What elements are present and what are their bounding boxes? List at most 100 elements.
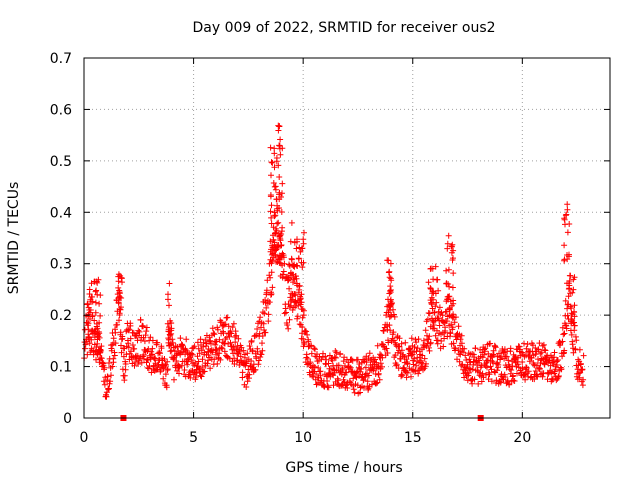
data-point (158, 345, 165, 352)
data-point (202, 336, 209, 343)
data-point (376, 376, 383, 383)
data-point (244, 378, 251, 385)
data-point (258, 351, 265, 358)
data-point (526, 358, 533, 365)
data-point (506, 381, 513, 388)
data-point (372, 356, 378, 363)
data-point (272, 247, 279, 254)
data-point (387, 296, 394, 303)
data-point (362, 371, 369, 378)
data-point (317, 372, 324, 379)
data-point (398, 340, 405, 347)
data-point (298, 259, 305, 266)
data-point (396, 343, 403, 350)
data-point (536, 365, 543, 372)
data-point (286, 316, 293, 323)
data-point (299, 314, 306, 321)
data-point (455, 323, 462, 330)
data-point (193, 374, 199, 380)
data-point (303, 328, 310, 335)
data-point (291, 276, 298, 283)
data-point (379, 363, 385, 370)
x-axis-label: GPS time / hours (285, 460, 402, 476)
data-point (432, 263, 439, 270)
data-point (398, 347, 405, 354)
data-point (164, 366, 171, 373)
data-point (192, 359, 199, 366)
data-point (301, 229, 307, 236)
data-point (297, 295, 304, 302)
data-point (569, 289, 576, 296)
data-point (116, 317, 122, 324)
data-point (434, 276, 441, 283)
data-point (490, 351, 496, 358)
data-point (413, 362, 419, 369)
data-point (131, 345, 138, 352)
data-point (387, 313, 394, 320)
data-point (404, 360, 411, 367)
data-point (344, 385, 351, 391)
data-point (230, 320, 237, 327)
data-point (436, 304, 443, 311)
data-point (89, 312, 96, 319)
data-point (270, 180, 277, 186)
data-point (118, 274, 125, 281)
data-point (421, 355, 428, 362)
data-point (229, 324, 236, 331)
data-point (232, 334, 238, 340)
data-point (425, 279, 432, 286)
data-point (419, 352, 426, 359)
data-point (571, 274, 578, 281)
data-point (514, 361, 521, 368)
data-point (348, 356, 355, 363)
data-point (536, 340, 543, 347)
data-point (445, 266, 452, 273)
data-point (276, 189, 283, 196)
data-point (147, 356, 154, 363)
data-point (428, 265, 435, 272)
data-point (95, 346, 102, 353)
data-point (430, 288, 436, 295)
data-point (110, 359, 117, 366)
data-point (162, 371, 169, 378)
data-point (514, 370, 520, 377)
data-point (267, 248, 274, 255)
data-point (203, 343, 209, 350)
data-point (366, 350, 373, 357)
data-point (559, 324, 566, 331)
data-point (322, 353, 329, 360)
data-point (476, 357, 483, 364)
data-point (446, 283, 453, 290)
data-point (271, 145, 278, 152)
data-point (384, 321, 391, 328)
data-point (269, 284, 276, 291)
data-point (137, 317, 144, 323)
data-point (125, 344, 132, 351)
data-point (493, 377, 500, 384)
data-point (91, 317, 98, 324)
data-point (170, 355, 177, 362)
data-point (299, 245, 306, 252)
data-point (269, 159, 276, 166)
data-point (116, 287, 123, 294)
data-point (458, 340, 465, 347)
data-point (373, 380, 379, 387)
data-point (195, 345, 202, 352)
data-point (261, 310, 268, 317)
data-point (115, 300, 122, 307)
data-point (456, 358, 463, 365)
data-point (444, 318, 450, 325)
data-point (85, 331, 92, 338)
data-point (191, 343, 198, 350)
data-point (94, 325, 101, 332)
data-point (259, 340, 265, 347)
data-point (325, 360, 332, 367)
data-point (362, 364, 369, 371)
data-point (418, 363, 425, 370)
data-point (243, 384, 250, 390)
data-point (425, 336, 432, 343)
data-point (488, 378, 495, 385)
data-point (274, 202, 281, 209)
data-point (272, 212, 279, 219)
